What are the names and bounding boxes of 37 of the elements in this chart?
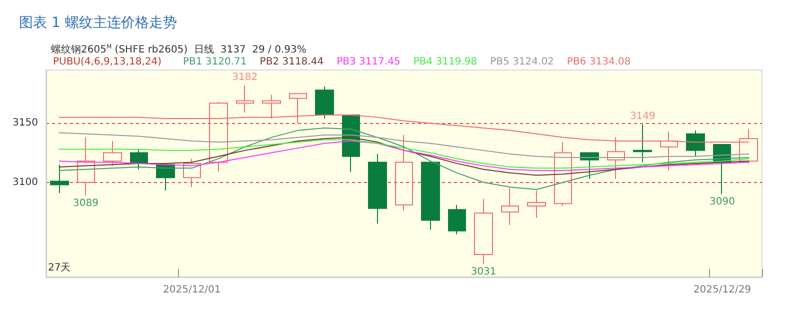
candlestick <box>421 162 440 230</box>
line-series <box>58 132 750 158</box>
candlestick <box>368 153 387 224</box>
text: PB3 3117.45 <box>336 56 400 68</box>
line-series <box>58 127 750 190</box>
y-tick-label: 3100 <box>12 176 38 188</box>
candlestick <box>103 140 122 166</box>
candlestick <box>77 136 95 196</box>
legend-title: PUBU(4,6,9,13,18,24) <box>53 56 162 68</box>
text: PB4 3119.98 <box>413 56 478 68</box>
x-tick-label: 2025/12/01 <box>163 284 221 296</box>
y-tick-label: 3150 <box>12 118 38 129</box>
x-tick-label: 2025/12/29 <box>693 284 752 296</box>
annotation: 3090 <box>709 196 735 208</box>
annotation: 3089 <box>73 198 99 209</box>
text: PB2 3118.44 <box>260 56 324 68</box>
annotation: 27天 <box>48 262 71 274</box>
candlestick <box>50 164 69 194</box>
candlestick <box>474 198 493 264</box>
candlestick <box>395 134 413 212</box>
annotation: 3182 <box>232 72 258 83</box>
candlestick <box>448 204 466 235</box>
candlestick <box>633 124 652 163</box>
chart-title: 图表 1 螺纹主连价格走势 <box>19 15 177 31</box>
text: PB6 3134.08 <box>566 56 631 68</box>
candlestick <box>315 86 334 119</box>
annotation: 3031 <box>470 266 496 278</box>
annotation: 3149 <box>630 110 656 122</box>
candlestick <box>527 190 546 218</box>
candlestick <box>130 148 148 170</box>
candlestick <box>554 142 572 207</box>
text: PB5 3124.02 <box>490 56 554 68</box>
candlestick <box>183 158 201 188</box>
text: PB1 3120.71 <box>183 56 247 68</box>
candlestick <box>686 130 705 157</box>
candlestick <box>501 188 519 226</box>
candlestick <box>236 84 254 114</box>
